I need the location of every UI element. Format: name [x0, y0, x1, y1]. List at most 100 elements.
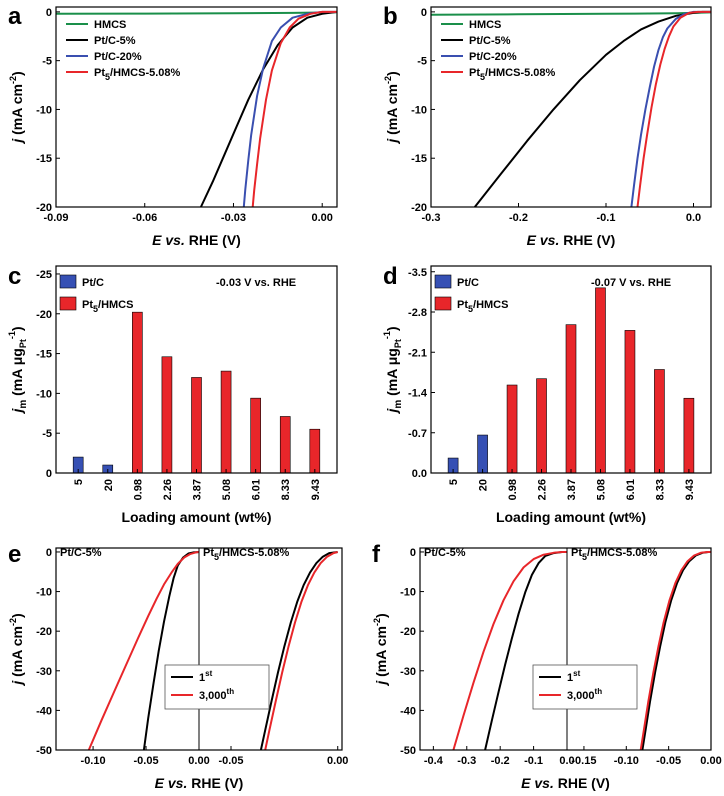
panel-e-legend-item-part: th	[227, 687, 235, 696]
panel-b-x-axis-label-part: E	[527, 232, 537, 248]
panel-b-ytick-label: 0	[421, 7, 427, 19]
panel-f-y-axis-label-part: j	[373, 680, 389, 687]
panel-b-ytick-label: -10	[411, 104, 427, 116]
panel-b-xtick-label: -0.1	[597, 212, 616, 224]
panel-f-xtick-label: -0.15	[571, 755, 596, 767]
panel-e-y-axis-label-part: -2	[8, 618, 18, 626]
panel-d-xtick-label-part: 0.98	[507, 479, 519, 500]
panel-f-y-axis-label: j (mA cm-2)	[372, 613, 389, 686]
panel-a-panel-label-part: a	[8, 3, 22, 30]
panel-d-y-axis-label-part: m	[393, 400, 404, 409]
panel-a-xtick-label: -0.09	[43, 212, 68, 224]
panel-d-xtick-label-part: 5.08	[595, 479, 607, 500]
panel-c-xtick-label-part: 2.26	[162, 479, 174, 500]
panel-c-bar-2.26	[161, 356, 173, 474]
panel-f-ytick-label: -50	[400, 745, 416, 757]
panel-e-xtick-label-part: 0.00	[188, 755, 209, 767]
panel-f-ytick-label: -40	[400, 705, 416, 717]
panel-d-xtick-label: 6.01	[625, 479, 637, 500]
panel-d-bar-6.01	[624, 330, 636, 474]
panel-c-y-axis-label: jm (mA μgPt-1)	[7, 326, 29, 414]
panel-e-ytick-label: 0	[46, 547, 52, 559]
panel-f-y-axis-label-part: -2	[372, 618, 382, 626]
panel-e-ytick-label: -10	[36, 587, 52, 599]
panel-c-legend-item: Pt/C	[82, 277, 104, 289]
panel-e-legend-item: 1st	[199, 669, 213, 684]
panel-f-xtick-label-part: -0.05	[656, 755, 681, 767]
panel-a-ytick-label-part: -20	[36, 202, 52, 214]
panel-b-ytick-label-part: -10	[411, 104, 427, 116]
panel-c-ytick-label: -15	[36, 349, 52, 361]
panel-d-legend-item: Pt/C	[457, 277, 479, 289]
panel-d-annotation-part: -0.07 V vs. RHE	[591, 277, 671, 289]
panel-c-xtick-label-part: 3.87	[192, 479, 204, 500]
panel-c-ytick-label-part: -20	[36, 309, 52, 321]
panel-d-ytick-label: -2.1	[408, 347, 427, 359]
panel-b-xtick-label: -0.2	[509, 212, 528, 224]
panel-a-ytick-label-part: 0	[46, 7, 52, 19]
panel-e-legend-item: 3,000th	[199, 687, 234, 702]
panel-e-x-axis-label-part: vs.	[164, 775, 187, 791]
panel-a-xtick-label-part: -0.09	[43, 212, 68, 224]
panel-c-xtick-label: 8.33	[280, 479, 292, 500]
panel-f-xtick-label: 0.0	[559, 755, 574, 767]
panel-f-legend-item-part: st	[573, 669, 580, 678]
panel-d-bar-2.26	[536, 378, 547, 474]
panel-d-y-axis-label: jm (mA μgPt-1)	[382, 326, 404, 414]
panel-e-right-label-part: Pt	[203, 547, 214, 559]
panel-e-legend-item-part: st	[205, 669, 212, 678]
panel-e-series-left-1st	[142, 551, 200, 751]
panel-d-legend-item-part: Pt/C	[457, 277, 479, 289]
panel-f-xtick-label: 0.00	[700, 755, 721, 767]
panel-d-xtick-label-part: 20	[478, 479, 490, 491]
panel-a-legend-item: Pt5/HMCS-5.08%	[94, 67, 181, 82]
panel-d-legend-swatch	[434, 296, 452, 311]
panel-a-xtick-label: -0.06	[132, 212, 157, 224]
panel-f-panel-label: f	[372, 541, 381, 568]
panel-b-y-axis-label-part: )	[384, 71, 400, 76]
panel-e-ytick-label: -50	[36, 745, 52, 757]
panel-b-xtick-label-part: -0.2	[509, 212, 528, 224]
panel-f-ytick-label-part: -40	[400, 705, 416, 717]
panel-a-xtick-label: 0.00	[311, 212, 332, 224]
panel-c-ytick-label-part: -5	[42, 428, 52, 440]
panel-c-ytick-label-part: -25	[36, 269, 52, 281]
panel-c-bar-8.33	[279, 416, 291, 474]
panel-b-legend-item-part: HMCS	[469, 19, 501, 31]
panel-c-legend-item: Pt5/HMCS	[82, 299, 133, 314]
panel-c-plot-frame	[55, 265, 338, 474]
panel-d-bar-9.43	[683, 397, 695, 474]
panel-c-xtick-label-part: 5	[73, 479, 85, 485]
panel-a-legend-item-part: /HMCS-5.08%	[110, 67, 181, 79]
panel-d-xtick-label: 9.43	[684, 479, 696, 500]
panel-b-series-Pt/C-20%	[630, 10, 711, 208]
panel-b-legend-item: HMCS	[469, 19, 501, 31]
panel-d-ytick-label: -2.8	[408, 307, 427, 319]
panel-e-x-axis-label: E vs. RHE (V)	[155, 775, 244, 791]
panel-f-xtick-label-part: -0.4	[424, 755, 444, 767]
panel-c-ytick-label: -5	[42, 428, 52, 440]
panel-d-ytick-label-part: -1.4	[408, 388, 428, 400]
panel-d-bar-5.08	[595, 287, 606, 474]
panel-a-ytick-label-part: -10	[36, 104, 52, 116]
panel-a-ytick-label-part: -15	[36, 153, 52, 165]
panel-e-ytick-label: -40	[36, 705, 52, 717]
panel-d-xtick-label-part: 2.26	[537, 479, 549, 500]
panel-e-y-axis-label-part: )	[9, 613, 25, 618]
panel-f-series-left-3,000th	[452, 551, 567, 751]
panel-f-legend-item-part: 3,000	[567, 690, 595, 702]
panel-e-xtick-label-part: 0.00	[327, 755, 348, 767]
panel-e-xtick-label-part: -0.05	[133, 755, 158, 767]
panel-d-xtick-label-part: 6.01	[625, 479, 637, 500]
panel-e-y-axis-label-part: (mA cm	[9, 626, 25, 681]
panel-b-y-axis-label-part: j	[384, 138, 400, 145]
panel-f-x-axis-label-part: E	[521, 775, 531, 791]
panel-e-right-label-part: 5	[214, 552, 219, 562]
panel-f-xtick-label-part: -0.10	[614, 755, 639, 767]
panel-f-series-right-3,000th	[639, 551, 711, 751]
panel-f-left-label: Pt/C-5%	[424, 547, 466, 559]
panel-c-xtick-label: 6.01	[251, 479, 263, 500]
panel-e-xtick-label: -0.05	[218, 755, 243, 767]
panel-d-annotation: -0.07 V vs. RHE	[591, 277, 671, 289]
